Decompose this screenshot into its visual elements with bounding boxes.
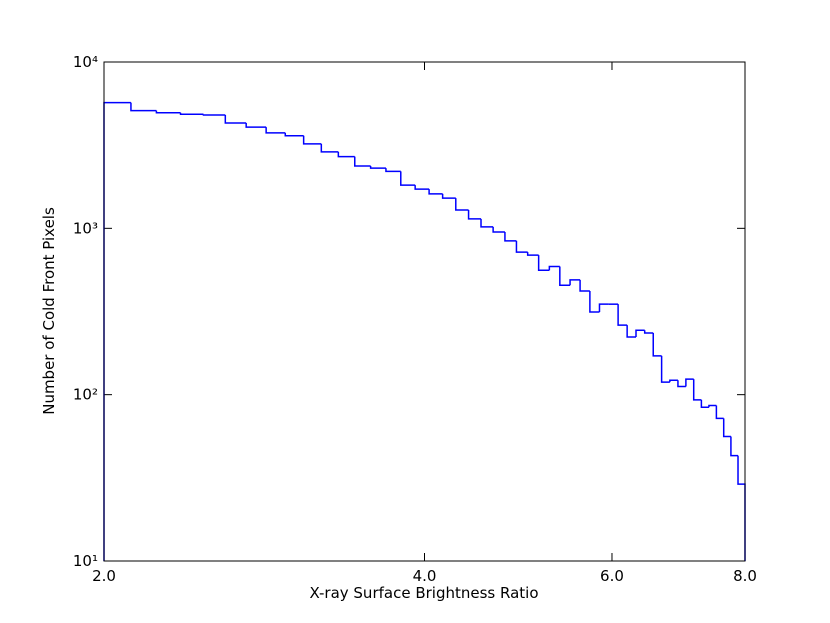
histogram-step	[130, 102, 157, 112]
histogram-step	[302, 135, 322, 145]
histogram-step	[354, 156, 371, 167]
histogram-step	[369, 166, 386, 169]
y-tick-label: 10³	[73, 219, 98, 237]
x-axis-label: X-ray Surface Brightness Ratio	[309, 584, 538, 602]
histogram-step	[284, 132, 304, 137]
histogram-step	[669, 379, 678, 383]
histogram-step	[337, 151, 355, 158]
histogram-step	[400, 171, 416, 186]
histogram-step	[480, 218, 494, 228]
histogram-step	[715, 405, 724, 420]
x-tick-label: 8.0	[733, 567, 757, 585]
histogram-step	[569, 279, 581, 286]
y-tick-label: 10¹	[73, 552, 98, 570]
y-axis-label: Number of Cold Front Pixels	[40, 207, 58, 415]
histogram-step	[515, 240, 528, 253]
histogram-step	[579, 279, 590, 292]
histogram-step	[155, 110, 181, 114]
histogram-step	[526, 252, 539, 256]
histogram-step	[730, 436, 739, 457]
histogram-step	[414, 185, 430, 190]
x-tick-label: 4.0	[413, 567, 437, 585]
histogram-step	[598, 303, 609, 313]
histogram-step	[179, 112, 204, 116]
histogram-step	[103, 101, 131, 561]
histogram-step	[441, 193, 456, 199]
histogram-step	[224, 115, 247, 124]
histogram-step	[589, 291, 600, 313]
histogram-step	[559, 266, 571, 286]
histogram-step	[385, 168, 401, 173]
x-tick-label: 6.0	[600, 567, 624, 585]
histogram-step	[643, 330, 654, 334]
x-tick-label: 2.0	[92, 567, 116, 585]
histogram-step	[504, 232, 517, 242]
histogram-step	[692, 379, 702, 401]
histogram-step	[320, 143, 339, 153]
histogram-step	[492, 226, 505, 233]
histogram-step	[548, 265, 560, 271]
histogram-step	[677, 380, 686, 388]
histogram-step	[660, 355, 670, 383]
histogram-step	[722, 418, 731, 438]
histogram-step	[708, 404, 717, 408]
histogram-step	[265, 127, 286, 134]
y-tick-label: 10²	[73, 386, 98, 404]
histogram-step	[700, 399, 709, 409]
histogram-step	[202, 114, 226, 116]
histogram-step	[537, 255, 550, 271]
histogram-step	[467, 209, 482, 220]
histogram-step	[428, 189, 443, 195]
histogram-step	[737, 455, 746, 561]
histogram-step	[635, 329, 645, 338]
y-tick-label: 10⁴	[73, 53, 98, 71]
histogram-step	[617, 304, 628, 326]
plot-frame	[103, 61, 746, 562]
histogram-step	[455, 198, 469, 211]
histogram-step	[245, 122, 267, 128]
histogram-step	[652, 332, 662, 357]
histogram-step	[685, 378, 694, 387]
histogram-step	[626, 325, 637, 338]
